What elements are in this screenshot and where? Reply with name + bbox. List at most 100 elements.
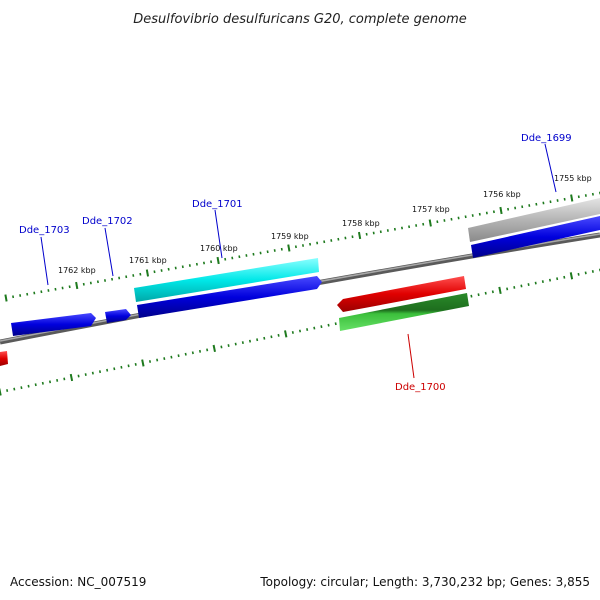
gene-red-partial[interactable] [0,351,8,366]
minor-tick [584,271,587,275]
minor-tick [91,371,94,375]
minor-tick [184,352,187,356]
major-tick [498,286,502,294]
minor-tick [13,387,16,391]
major-tick [569,272,574,280]
minor-tick [270,335,273,339]
map-title: Desulfovibrio desulfuricans G20, complet… [133,12,467,27]
kbp-label-1760: 1760 kbp [200,244,238,253]
minor-tick [298,329,302,333]
gene-label-dde-1702[interactable]: Dde_1702 [82,216,133,227]
gene-dde-1703[interactable] [11,313,96,336]
minor-tick [113,367,116,371]
minor-tick [127,364,130,368]
major-tick [357,231,362,240]
minor-tick [320,325,323,329]
minor-tick [534,281,537,285]
minor-tick [277,333,280,337]
minor-tick [227,344,230,347]
gene-label-dde-1701[interactable]: Dde_1701 [192,199,243,210]
minor-tick [556,277,559,281]
major-tick [75,281,79,290]
accession-label: Accession: NC_007519 [10,575,146,589]
kbp-label-1761: 1761 kbp [129,256,167,265]
minor-tick [334,322,337,326]
kbp-label-1758: 1758 kbp [342,219,380,228]
major-tick [570,194,574,202]
minor-tick [477,293,480,297]
minor-tick [156,358,159,362]
gene-label-dde-1699[interactable]: Dde_1699 [521,133,572,144]
minor-tick [491,290,494,294]
minor-tick [6,389,9,392]
minor-tick [327,323,330,327]
gene-label-leaders [40,143,557,379]
major-tick [284,330,288,338]
minor-tick [248,339,252,343]
minor-tick [527,283,530,286]
major-tick [212,344,216,353]
minor-tick [263,336,266,340]
minor-tick [506,287,509,291]
minor-tick [198,349,202,353]
minor-tick [134,362,137,366]
kbp-label-1762: 1762 kbp [58,266,96,275]
gene-cyan-feature[interactable] [134,258,319,302]
minor-tick [591,270,594,273]
kbp-label-1756: 1756 kbp [483,190,521,199]
minor-tick [27,384,30,388]
major-tick [216,256,220,265]
gene-gray-feature[interactable] [468,198,600,242]
minor-tick [191,351,194,355]
gene-dde-1699[interactable] [471,216,600,258]
major-tick [145,269,150,277]
minor-tick [163,357,166,361]
gene-dde-1702[interactable] [105,309,131,323]
major-tick [0,388,2,396]
minor-tick [170,355,173,359]
minor-tick [256,338,259,342]
major-tick [287,244,291,252]
minor-tick [470,294,473,298]
minor-tick [484,291,487,295]
minor-tick [177,354,180,358]
kbp-label-1759: 1759 kbp [271,232,309,241]
minor-tick [63,377,66,381]
minor-tick [48,380,52,384]
minor-tick [148,360,152,363]
minor-tick [513,285,516,289]
kbp-scale-labels: 1762 kbp 1761 kbp 1760 kbp 1759 kbp 1758… [58,174,592,275]
minor-tick [220,345,223,349]
kbp-label-1757: 1757 kbp [412,205,450,214]
minor-tick [563,275,566,279]
major-tick [141,359,145,367]
minor-tick [520,284,523,288]
minor-tick [120,365,123,369]
major-tick [428,219,432,227]
genome-stats-label: Topology: circular; Length: 3,730,232 bp… [259,575,590,589]
major-tick [4,294,8,302]
minor-tick [41,381,44,385]
minor-tick [206,348,209,352]
minor-tick [34,383,37,387]
minor-tick [234,342,237,346]
minor-tick [106,368,109,372]
gene-green-feature[interactable] [339,293,469,331]
outer-scale-ticks [4,191,600,302]
gene-dde-1701[interactable] [137,276,322,318]
gene-dde-1700[interactable] [337,276,466,312]
minor-tick [84,373,87,377]
minor-tick [577,272,580,276]
minor-tick [77,374,80,378]
minor-tick [548,278,552,282]
minor-tick [20,386,23,390]
gene-label-dde-1703[interactable]: Dde_1703 [19,225,70,236]
gene-label-dde-1700[interactable]: Dde_1700 [395,382,446,393]
minor-tick [313,326,316,330]
minor-tick [56,378,59,382]
minor-tick [541,280,544,284]
minor-tick [98,370,102,374]
major-tick [69,373,74,382]
minor-tick [241,341,244,345]
